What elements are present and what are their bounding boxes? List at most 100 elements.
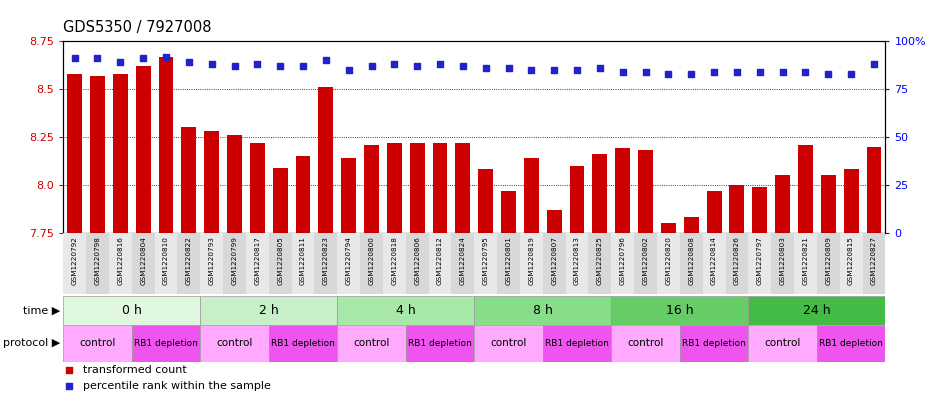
Bar <box>524 158 538 233</box>
Point <box>181 59 196 66</box>
Point <box>113 59 127 66</box>
Bar <box>749 325 817 362</box>
Text: GSM1220804: GSM1220804 <box>140 236 146 285</box>
Text: GSM1220803: GSM1220803 <box>779 236 786 285</box>
Bar <box>776 175 790 233</box>
Bar <box>844 169 858 233</box>
Bar <box>200 296 338 325</box>
Text: GSM1220811: GSM1220811 <box>300 236 306 285</box>
Text: 24 h: 24 h <box>803 304 830 317</box>
Point <box>387 61 402 67</box>
Bar <box>405 325 474 362</box>
Text: control: control <box>764 338 801 349</box>
Text: GSM1220798: GSM1220798 <box>95 236 100 285</box>
Bar <box>314 233 338 294</box>
Text: GSM1220817: GSM1220817 <box>254 236 260 285</box>
Text: RB1 depletion: RB1 depletion <box>545 339 609 348</box>
Point <box>205 61 219 67</box>
Bar <box>383 233 405 294</box>
Point <box>456 63 471 69</box>
Text: GSM1220810: GSM1220810 <box>163 236 169 285</box>
Bar <box>159 57 173 233</box>
Text: GSM1220824: GSM1220824 <box>459 236 466 285</box>
Bar <box>680 325 749 362</box>
Bar <box>132 325 200 362</box>
Bar <box>405 233 429 294</box>
Bar <box>296 156 311 233</box>
Bar <box>246 233 269 294</box>
Bar <box>474 233 498 294</box>
Text: RB1 depletion: RB1 depletion <box>134 339 198 348</box>
Point <box>524 67 538 73</box>
Bar <box>338 325 405 362</box>
Point <box>364 63 379 69</box>
Text: GSM1220806: GSM1220806 <box>414 236 420 285</box>
Text: GSM1220795: GSM1220795 <box>483 236 489 285</box>
Text: control: control <box>217 338 253 349</box>
Bar <box>589 233 611 294</box>
Text: GSM1220802: GSM1220802 <box>643 236 648 285</box>
Point <box>367 315 382 321</box>
Bar <box>63 325 132 362</box>
Text: RB1 depletion: RB1 depletion <box>271 339 335 348</box>
Text: protocol ▶: protocol ▶ <box>3 338 60 349</box>
Bar <box>498 233 520 294</box>
Bar <box>616 149 631 233</box>
Bar <box>63 296 200 325</box>
Bar <box>729 185 744 233</box>
Point <box>867 61 882 67</box>
Bar <box>154 233 178 294</box>
Bar <box>67 74 82 233</box>
Text: GSM1220825: GSM1220825 <box>597 236 603 285</box>
Bar <box>862 233 885 294</box>
Text: percentile rank within the sample: percentile rank within the sample <box>83 381 271 391</box>
Text: time ▶: time ▶ <box>23 305 60 316</box>
Text: GSM1220801: GSM1220801 <box>506 236 512 285</box>
Point <box>478 65 493 71</box>
Point <box>547 67 562 73</box>
Bar <box>341 158 356 233</box>
Text: GSM1220794: GSM1220794 <box>346 236 352 285</box>
Bar <box>570 166 584 233</box>
Bar <box>292 233 314 294</box>
Bar <box>132 233 154 294</box>
Text: GSM1220827: GSM1220827 <box>870 236 877 285</box>
Text: GSM1220821: GSM1220821 <box>803 236 808 285</box>
Point <box>616 69 631 75</box>
Bar <box>703 233 725 294</box>
Point <box>250 61 265 67</box>
Bar <box>338 233 360 294</box>
Bar <box>200 325 269 362</box>
Text: GSM1220793: GSM1220793 <box>208 236 215 285</box>
Bar <box>592 154 607 233</box>
Bar <box>456 143 471 233</box>
Text: RB1 depletion: RB1 depletion <box>819 339 884 348</box>
Bar <box>272 167 287 233</box>
Text: 4 h: 4 h <box>396 304 416 317</box>
Text: control: control <box>490 338 526 349</box>
Bar <box>501 191 516 233</box>
Point <box>367 173 382 180</box>
Bar <box>749 233 771 294</box>
Bar <box>250 143 265 233</box>
Bar <box>338 296 474 325</box>
Text: GSM1220808: GSM1220808 <box>688 236 695 285</box>
Bar <box>817 325 885 362</box>
Bar <box>474 325 543 362</box>
Text: GSM1220799: GSM1220799 <box>232 236 237 285</box>
Point <box>684 71 698 77</box>
Bar <box>611 296 749 325</box>
Bar <box>109 233 132 294</box>
Bar <box>200 233 223 294</box>
Point <box>501 65 516 71</box>
Text: GSM1220816: GSM1220816 <box>117 236 124 285</box>
Bar <box>318 87 333 233</box>
Text: 2 h: 2 h <box>259 304 279 317</box>
Point <box>775 69 790 75</box>
Bar <box>429 233 451 294</box>
Bar <box>817 233 840 294</box>
Text: 16 h: 16 h <box>666 304 694 317</box>
Bar <box>478 169 493 233</box>
Point <box>410 63 425 69</box>
Text: GSM1220818: GSM1220818 <box>392 236 397 285</box>
